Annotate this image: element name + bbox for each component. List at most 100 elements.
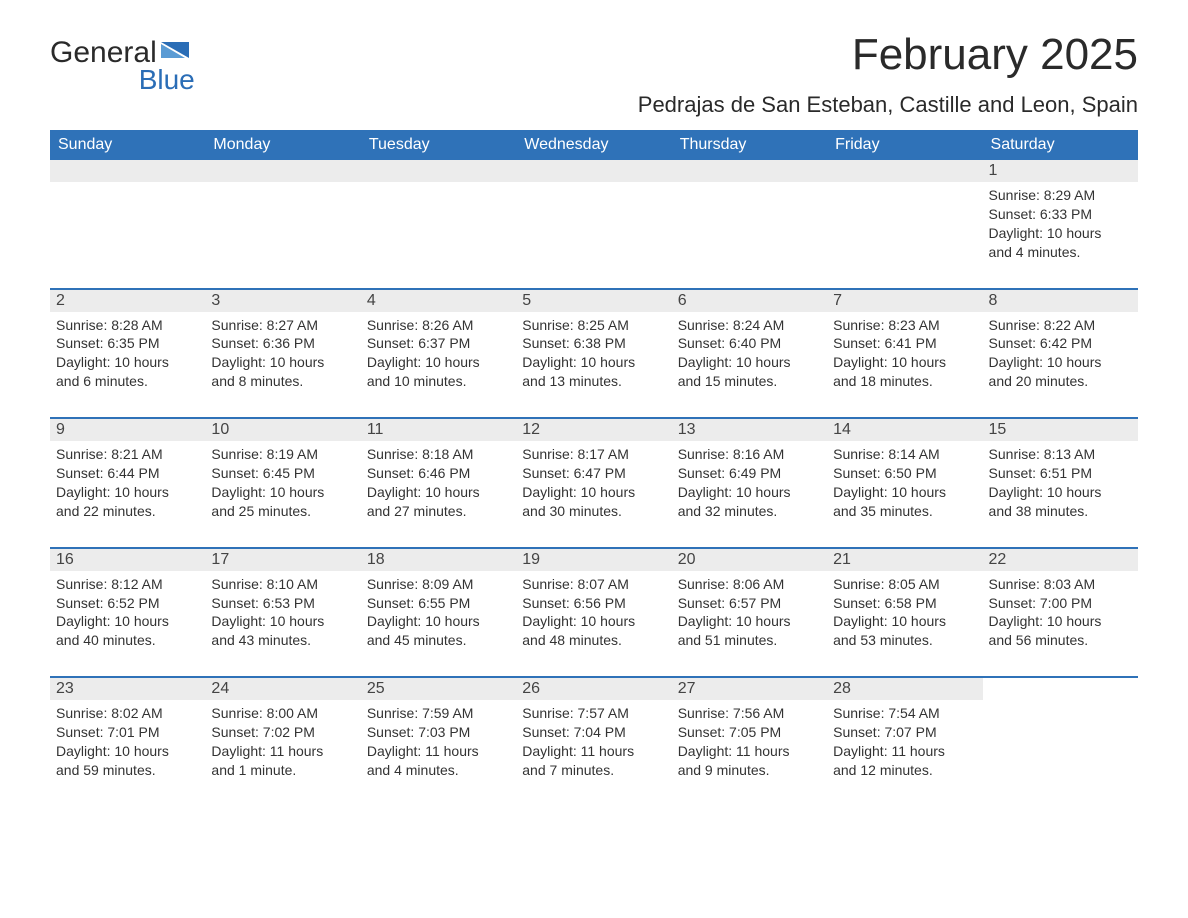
sunrise-text: Sunrise: 8:17 AM (522, 445, 665, 464)
calendar-cell (205, 160, 360, 288)
dl1-text: Daylight: 10 hours (833, 612, 976, 631)
day-number: 1 (983, 160, 1138, 182)
sunset-text: Sunset: 6:41 PM (833, 334, 976, 353)
dl1-text: Daylight: 10 hours (56, 612, 199, 631)
day-number: 27 (672, 678, 827, 700)
dl2-text: and 35 minutes. (833, 502, 976, 521)
sunrise-text: Sunrise: 8:29 AM (989, 186, 1132, 205)
calendar-cell (827, 160, 982, 288)
sunrise-text: Sunrise: 7:59 AM (367, 704, 510, 723)
sunset-text: Sunset: 6:56 PM (522, 594, 665, 613)
calendar-cell (516, 160, 671, 288)
dl2-text: and 15 minutes. (678, 372, 821, 391)
calendar-cell: 13Sunrise: 8:16 AMSunset: 6:49 PMDayligh… (672, 419, 827, 547)
sunrise-text: Sunrise: 8:23 AM (833, 316, 976, 335)
sunrise-text: Sunrise: 8:27 AM (211, 316, 354, 335)
calendar-cell: 4Sunrise: 8:26 AMSunset: 6:37 PMDaylight… (361, 290, 516, 418)
sunrise-text: Sunrise: 8:05 AM (833, 575, 976, 594)
dl2-text: and 25 minutes. (211, 502, 354, 521)
calendar-body: 1Sunrise: 8:29 AMSunset: 6:33 PMDaylight… (50, 160, 1138, 806)
sunset-text: Sunset: 6:46 PM (367, 464, 510, 483)
calendar-cell: 3Sunrise: 8:27 AMSunset: 6:36 PMDaylight… (205, 290, 360, 418)
sunrise-text: Sunrise: 8:10 AM (211, 575, 354, 594)
sunset-text: Sunset: 7:05 PM (678, 723, 821, 742)
dl2-text: and 51 minutes. (678, 631, 821, 650)
calendar-cell: 16Sunrise: 8:12 AMSunset: 6:52 PMDayligh… (50, 549, 205, 677)
dl1-text: Daylight: 10 hours (367, 483, 510, 502)
dl1-text: Daylight: 10 hours (522, 483, 665, 502)
day-number: 25 (361, 678, 516, 700)
sunset-text: Sunset: 6:44 PM (56, 464, 199, 483)
dl2-text: and 32 minutes. (678, 502, 821, 521)
sunrise-text: Sunrise: 8:12 AM (56, 575, 199, 594)
calendar-cell: 23 Sunrise: 8:02 AMSunset: 7:01 PMDayligh… (50, 678, 205, 806)
dl2-text: and 38 minutes. (989, 502, 1132, 521)
sunrise-text: Sunrise: 8:13 AM (989, 445, 1132, 464)
sunset-text: Sunset: 7:02 PM (211, 723, 354, 742)
day-number: 15 (983, 419, 1138, 441)
day-number: 3 (205, 290, 360, 312)
day-header: Thursday (672, 130, 827, 160)
day-header: Monday (205, 130, 360, 160)
sunrise-text: Sunrise: 8:00 AM (211, 704, 354, 723)
calendar-cell (361, 160, 516, 288)
day-header: Saturday (983, 130, 1138, 160)
dl1-text: Daylight: 11 hours (367, 742, 510, 761)
sunset-text: Sunset: 6:38 PM (522, 334, 665, 353)
dl2-text: and 10 minutes. (367, 372, 510, 391)
calendar-week: 1Sunrise: 8:29 AMSunset: 6:33 PMDaylight… (50, 160, 1138, 288)
sunset-text: Sunset: 6:45 PM (211, 464, 354, 483)
sunset-text: Sunset: 7:03 PM (367, 723, 510, 742)
sunrise-text: Sunrise: 8:25 AM (522, 316, 665, 335)
sunset-text: Sunset: 6:57 PM (678, 594, 821, 613)
calendar-cell: 10Sunrise: 8:19 AMSunset: 6:45 PMDayligh… (205, 419, 360, 547)
dl2-text: and 4 minutes. (367, 761, 510, 780)
sunrise-text: Sunrise: 8:22 AM (989, 316, 1132, 335)
day-number: 24 (205, 678, 360, 700)
dl1-text: Daylight: 10 hours (367, 353, 510, 372)
day-number: 17 (205, 549, 360, 571)
day-number: 26 (516, 678, 671, 700)
calendar-cell: 24Sunrise: 8:00 AMSunset: 7:02 PMDayligh… (205, 678, 360, 806)
day-header: Friday (827, 130, 982, 160)
dl2-text: and 4 minutes. (989, 243, 1132, 262)
day-number: 20 (672, 549, 827, 571)
dl1-text: Daylight: 10 hours (522, 353, 665, 372)
calendar-week: 2Sunrise: 8:28 AMSunset: 6:35 PMDaylight… (50, 290, 1138, 418)
sunset-text: Sunset: 6:58 PM (833, 594, 976, 613)
sunset-text: Sunset: 7:01 PM (56, 723, 199, 742)
dl2-text: and 27 minutes. (367, 502, 510, 521)
dl2-text: and 53 minutes. (833, 631, 976, 650)
day-number: 23 (50, 678, 205, 700)
dl2-text: and 7 minutes. (522, 761, 665, 780)
sunset-text: Sunset: 6:36 PM (211, 334, 354, 353)
calendar-cell (50, 160, 205, 288)
day-number: 8 (983, 290, 1138, 312)
day-number: 6 (672, 290, 827, 312)
calendar-cell (672, 160, 827, 288)
calendar-cell: 22Sunrise: 8:03 AMSunset: 7:00 PMDayligh… (983, 549, 1138, 677)
day-number: 4 (361, 290, 516, 312)
dl1-text: Daylight: 11 hours (833, 742, 976, 761)
dl1-text: Daylight: 10 hours (56, 742, 199, 761)
day-number: 22 (983, 549, 1138, 571)
dl1-text: Daylight: 10 hours (678, 353, 821, 372)
day-header: Wednesday (516, 130, 671, 160)
day-header: Tuesday (361, 130, 516, 160)
day-number: 5 (516, 290, 671, 312)
location-subtitle: Pedrajas de San Esteban, Castille and Le… (638, 92, 1138, 118)
sunrise-text: Sunrise: 8:19 AM (211, 445, 354, 464)
sunrise-text: Sunrise: 8:02 AM (56, 704, 199, 723)
day-number (672, 160, 827, 182)
calendar-cell: 11Sunrise: 8:18 AMSunset: 6:46 PMDayligh… (361, 419, 516, 547)
sunrise-text: Sunrise: 8:06 AM (678, 575, 821, 594)
calendar-cell: 1Sunrise: 8:29 AMSunset: 6:33 PMDaylight… (983, 160, 1138, 288)
dl2-text: and 6 minutes. (56, 372, 199, 391)
dl1-text: Daylight: 10 hours (989, 612, 1132, 631)
day-header-row: SundayMondayTuesdayWednesdayThursdayFrid… (50, 130, 1138, 160)
day-number: 14 (827, 419, 982, 441)
day-number (50, 160, 205, 182)
calendar-week: 23Sunrise: 8:02 AMSunset: 7:01 PMDayligh… (50, 678, 1138, 806)
sunset-text: Sunset: 6:35 PM (56, 334, 199, 353)
dl1-text: Daylight: 10 hours (833, 353, 976, 372)
